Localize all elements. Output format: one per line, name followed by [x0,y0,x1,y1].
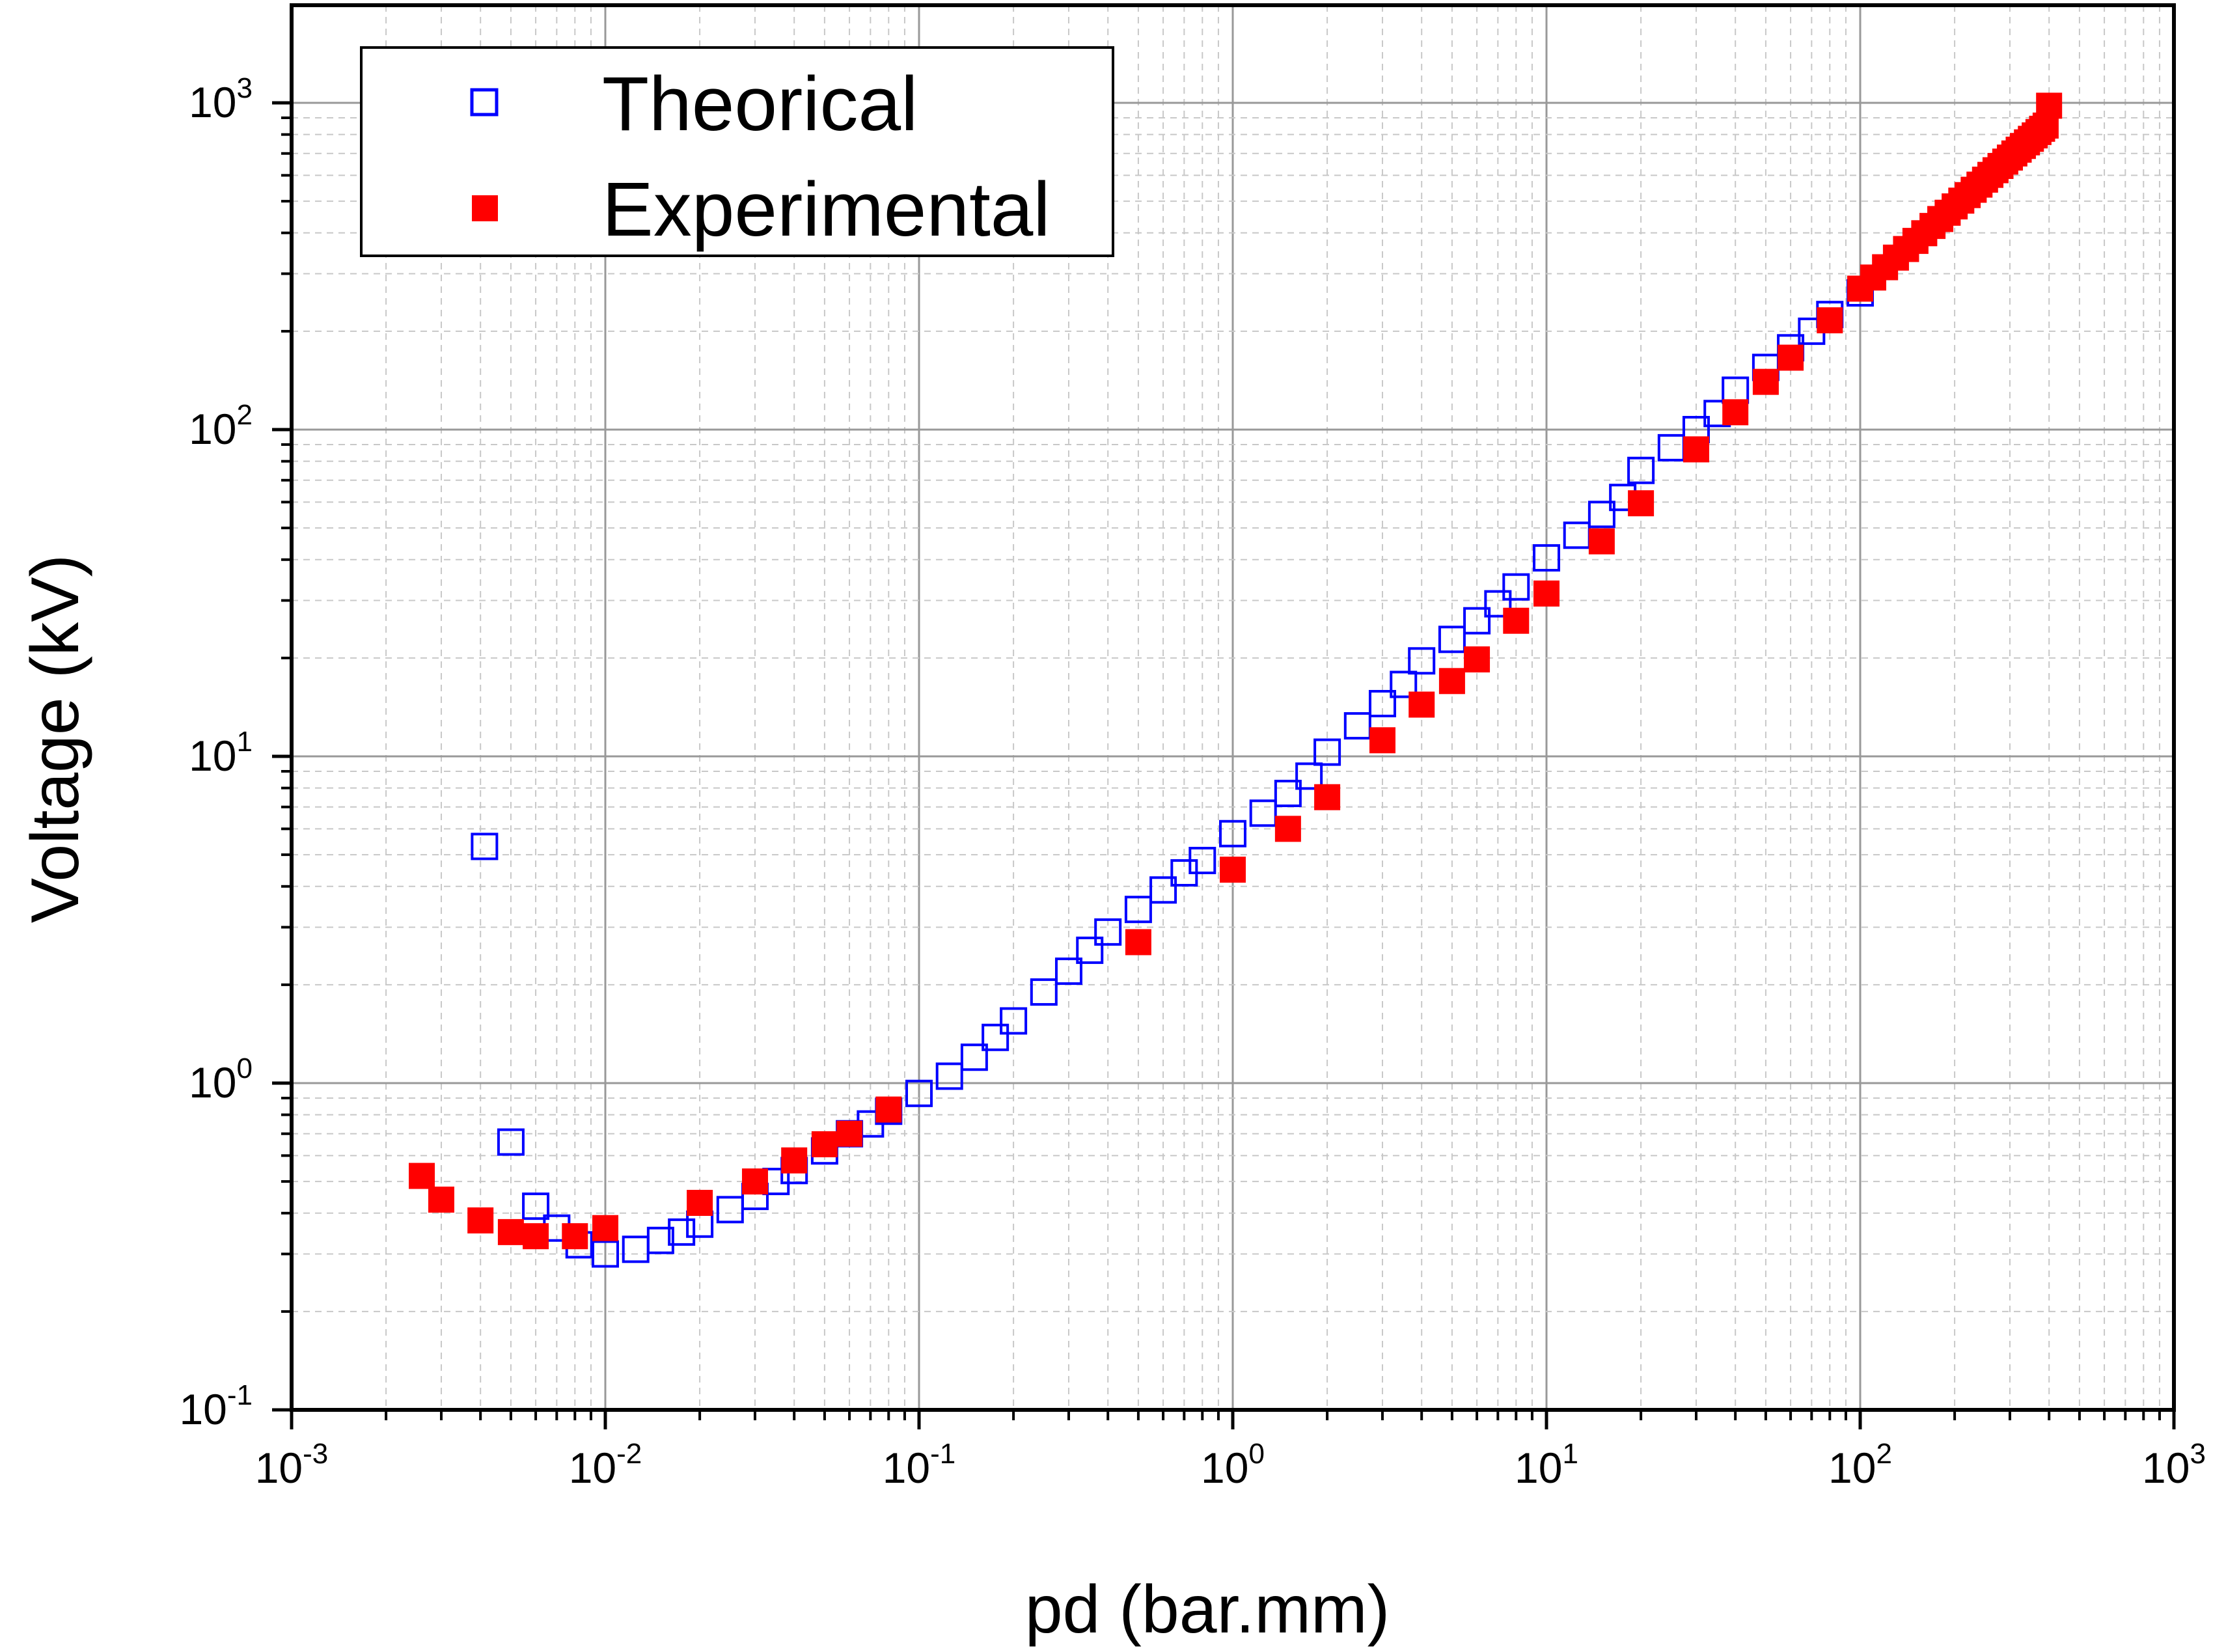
theorical-point [1249,799,1277,827]
axis-ticks: 10-3 10-2 10-1 100 101 102 103 10-1 100 101 102 103 [179,72,2206,1492]
theorical-point [1502,573,1530,601]
theorical-point [1124,896,1152,924]
theorical-point [497,1128,525,1156]
theorical-point [1390,670,1418,698]
experimental-point [467,1207,494,1233]
x-tick-label: 103 [2142,1438,2206,1492]
experimental-point [1274,816,1301,842]
theorical-point [1627,456,1655,484]
legend-label-experimental: Experimental [602,167,1051,253]
theorical-point [960,1043,988,1071]
experimental-point [523,1223,549,1250]
y-tick-label: 102 [189,399,253,453]
theorical-point [1219,819,1246,847]
experimental-point [1722,399,1749,426]
experimental-point [1533,580,1560,607]
y-axis-title: Voltage (kV) [18,555,93,924]
experimental-point [781,1147,808,1174]
x-axis-title: pd (bar.mm) [1025,1572,1390,1647]
theorical-point [1463,607,1491,635]
x-tick-label: 101 [1515,1438,1578,1492]
experimental-point [1438,668,1465,695]
theorical-point [1149,876,1177,904]
experimental-point [811,1131,838,1157]
y-tick-label: 10-1 [179,1379,253,1433]
theorical-point [1484,590,1512,618]
theorical-point [592,1240,619,1268]
theorical-point [646,1226,674,1254]
theorical-point [935,1062,963,1090]
theorical-point [1563,521,1591,549]
experimental-point [1628,490,1655,517]
experimental-point [875,1096,902,1123]
experimental-point [428,1186,454,1213]
theorical-point [1343,712,1371,740]
experimental-point [836,1120,863,1147]
experimental-point [1503,607,1530,634]
x-tick-label: 10-1 [883,1438,956,1492]
theorical-point [522,1192,550,1220]
experimental-point [1752,368,1779,395]
experimental-point [562,1223,588,1250]
theorical-point [1587,501,1615,529]
experimental-point [1314,784,1341,810]
theorical-point [1438,626,1466,654]
theorical-point [668,1218,696,1246]
x-tick-label: 10-3 [255,1438,329,1492]
y-tick-label: 101 [189,726,253,780]
experimental-series [409,92,2063,1250]
experimental-point [687,1189,713,1216]
legend-marker-experimental [472,195,498,221]
theorical-point [905,1079,933,1107]
theorical-point [1000,1007,1028,1035]
experimental-point [741,1168,768,1195]
theorical-point [1295,762,1323,790]
x-tick-label: 100 [1201,1438,1265,1492]
experimental-point [1369,727,1395,754]
experimental-point [2036,92,2063,119]
experimental-point [1408,691,1435,718]
y-tick-label: 103 [189,72,253,126]
theorical-point [982,1023,1010,1051]
theorical-point [1533,544,1560,572]
theorical-point [622,1235,650,1263]
legend: Theorical Experimental [360,46,1114,257]
grid-lines [290,5,2174,1410]
experimental-point [1683,436,1709,463]
experimental-point [1778,344,1804,371]
theorical-point [1408,647,1436,675]
theorical-point [1368,689,1396,717]
theorical-point [716,1196,744,1224]
legend-marker-theorical [470,88,499,117]
legend-label-theorical: Theorical [602,61,918,147]
experimental-point [497,1218,524,1245]
experimental-point [592,1215,618,1241]
theorical-series [471,279,1874,1268]
theorical-point [1657,434,1685,461]
experimental-point [409,1163,435,1189]
experimental-point [1125,929,1151,956]
theorical-point [471,833,499,860]
experimental-point [1220,857,1246,883]
x-tick-label: 10-2 [569,1438,642,1492]
experimental-point [1588,528,1615,555]
x-tick-label: 102 [1828,1438,1892,1492]
theorical-point [1274,779,1302,807]
theorical-point [1094,918,1122,946]
experimental-point [1464,646,1491,673]
experimental-point [1817,307,1843,334]
theorical-point [1189,847,1216,875]
theorical-point [1054,957,1082,985]
y-tick-label: 100 [189,1053,253,1107]
theorical-point [1030,978,1058,1006]
theorical-point [1313,738,1341,766]
theorical-point [1076,936,1104,964]
